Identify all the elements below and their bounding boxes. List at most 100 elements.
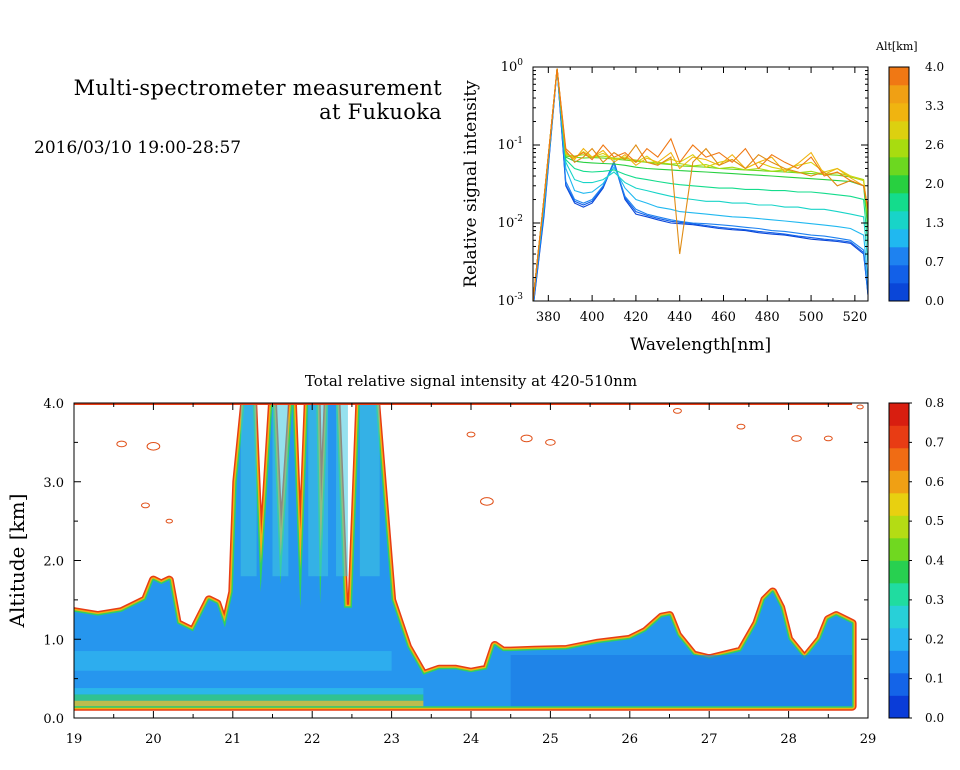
noise-contour: [545, 439, 556, 446]
heatmap-tower-core: [359, 403, 380, 577]
x-tick-label: 23: [383, 732, 400, 747]
title-line-1: Multi-spectrometer measurement: [73, 76, 442, 100]
y-tick-label: 10-1: [498, 136, 523, 153]
y-tick-label: 4.0: [43, 397, 64, 412]
heatmap-core: [510, 655, 853, 707]
x-tick-label: 500: [799, 310, 824, 325]
spectrum-line: [533, 68, 868, 301]
noise-contour: [736, 423, 746, 430]
spectrum-line: [533, 68, 868, 301]
y-tick-label: 10-2: [498, 214, 523, 231]
heatmap-top-edge: [74, 403, 853, 405]
heatmap-y-axis-label: Altitude [km]: [5, 494, 29, 629]
colorbar-tick-label: 0.1: [925, 672, 944, 686]
colorbar-tick-label: 2.0: [925, 177, 944, 191]
x-tick-label: 520: [842, 310, 867, 325]
colorbar-swatch: [889, 193, 909, 212]
x-tick-label: 25: [542, 732, 559, 747]
x-tick-label: 420: [623, 310, 648, 325]
colorbar-tick-label: 3.3: [925, 99, 944, 113]
colorbar-tick-label: 0.5: [925, 514, 944, 528]
colorbar-tick-label: 0.0: [925, 711, 944, 725]
colorbar-tick-label: 4.0: [925, 60, 944, 74]
colorbar-swatch: [889, 515, 909, 539]
x-tick-label: 28: [780, 732, 797, 747]
noise-contour: [146, 442, 161, 451]
noise-contour: [856, 404, 864, 410]
colorbar-swatch: [889, 605, 909, 629]
colorbar-swatch: [889, 157, 909, 176]
x-tick-label: 20: [145, 732, 162, 747]
noise-contour: [466, 431, 476, 438]
noise-contour: [520, 434, 533, 443]
colorbar-tick-label: 0.3: [925, 593, 944, 607]
x-tick-label: 440: [667, 310, 692, 325]
noise-contour: [480, 497, 494, 506]
heatmap-region: [74, 403, 853, 707]
noise-contour: [116, 440, 127, 448]
spectrum-lines: [533, 68, 868, 301]
x-tick-label: 27: [701, 732, 718, 747]
x-tick-label: 460: [711, 310, 736, 325]
colorbar-tick-label: 0.0: [925, 294, 944, 308]
colorbar-swatch: [889, 265, 909, 284]
colorbar-label: Alt[km]: [875, 40, 918, 53]
title-line-2: at Fukuoka: [319, 100, 442, 124]
colorbar-tick-label: 0.7: [925, 255, 944, 269]
colorbar-swatch: [889, 650, 909, 674]
colorbar-swatch: [889, 538, 909, 561]
colorbar-swatch: [889, 493, 909, 516]
title-block: Multi-spectrometer measurement at Fukuok…: [12, 76, 442, 158]
spectrum-line: [533, 68, 868, 301]
x-tick-label: 22: [304, 732, 321, 747]
x-axis-label: Wavelength[nm]: [630, 335, 771, 355]
noise-contour: [823, 435, 833, 442]
spectrum-line: [533, 68, 868, 301]
colorbar-swatch: [889, 283, 909, 302]
noise-contour: [140, 502, 150, 509]
colorbar-swatch: [889, 695, 909, 719]
spectrum-line: [533, 68, 868, 301]
heatmap-tower-core: [240, 403, 257, 577]
spectrum-line: [533, 68, 868, 301]
date-range: 2016/03/10 19:00-28:57: [34, 138, 242, 158]
heatmap-title: Total relative signal intensity at 420-5…: [305, 372, 637, 390]
colorbar-swatch: [889, 628, 909, 651]
heatmap-band: [74, 688, 424, 695]
colorbar-tick-label: 0.4: [925, 554, 944, 568]
colorbar-swatch: [889, 121, 909, 140]
heatmap-band: [74, 700, 424, 707]
heatmap-band: [74, 651, 392, 671]
colorbar-tick-label: 0.2: [925, 632, 944, 646]
colorbar-swatch: [889, 103, 909, 122]
y-tick-label: 1.0: [43, 633, 64, 648]
heatmap-fill: [74, 403, 864, 711]
x-tick-label: 19: [66, 732, 83, 747]
spectrum-line: [533, 68, 868, 301]
colorbar-swatch: [889, 425, 909, 449]
spectrum-line: [533, 68, 868, 301]
colorbar-swatch: [889, 175, 909, 194]
x-tick-label: 24: [463, 732, 480, 747]
colorbar-tick-label: 0.7: [925, 435, 944, 449]
spectrum-line: [533, 68, 868, 301]
heatmap-tower-core: [336, 403, 348, 577]
colorbar-swatch: [889, 85, 909, 104]
colorbar-frame: [888, 66, 910, 302]
colorbar-swatch: [889, 139, 909, 158]
heatmap-tower-core: [308, 403, 329, 577]
noise-contour: [165, 518, 173, 524]
spectrum-frame: [532, 66, 869, 302]
colorbar-swatch: [889, 211, 909, 230]
x-tick-label: 400: [580, 310, 605, 325]
spectrum-line: [533, 68, 868, 301]
noise-contour: [672, 408, 682, 414]
x-tick-label: 380: [536, 310, 561, 325]
colorbar-swatch: [889, 470, 909, 494]
y-tick-label: 100: [501, 58, 524, 75]
x-tick-label: 29: [860, 732, 877, 747]
colorbar-swatch: [889, 247, 909, 266]
y-tick-label: 0.0: [43, 712, 64, 727]
